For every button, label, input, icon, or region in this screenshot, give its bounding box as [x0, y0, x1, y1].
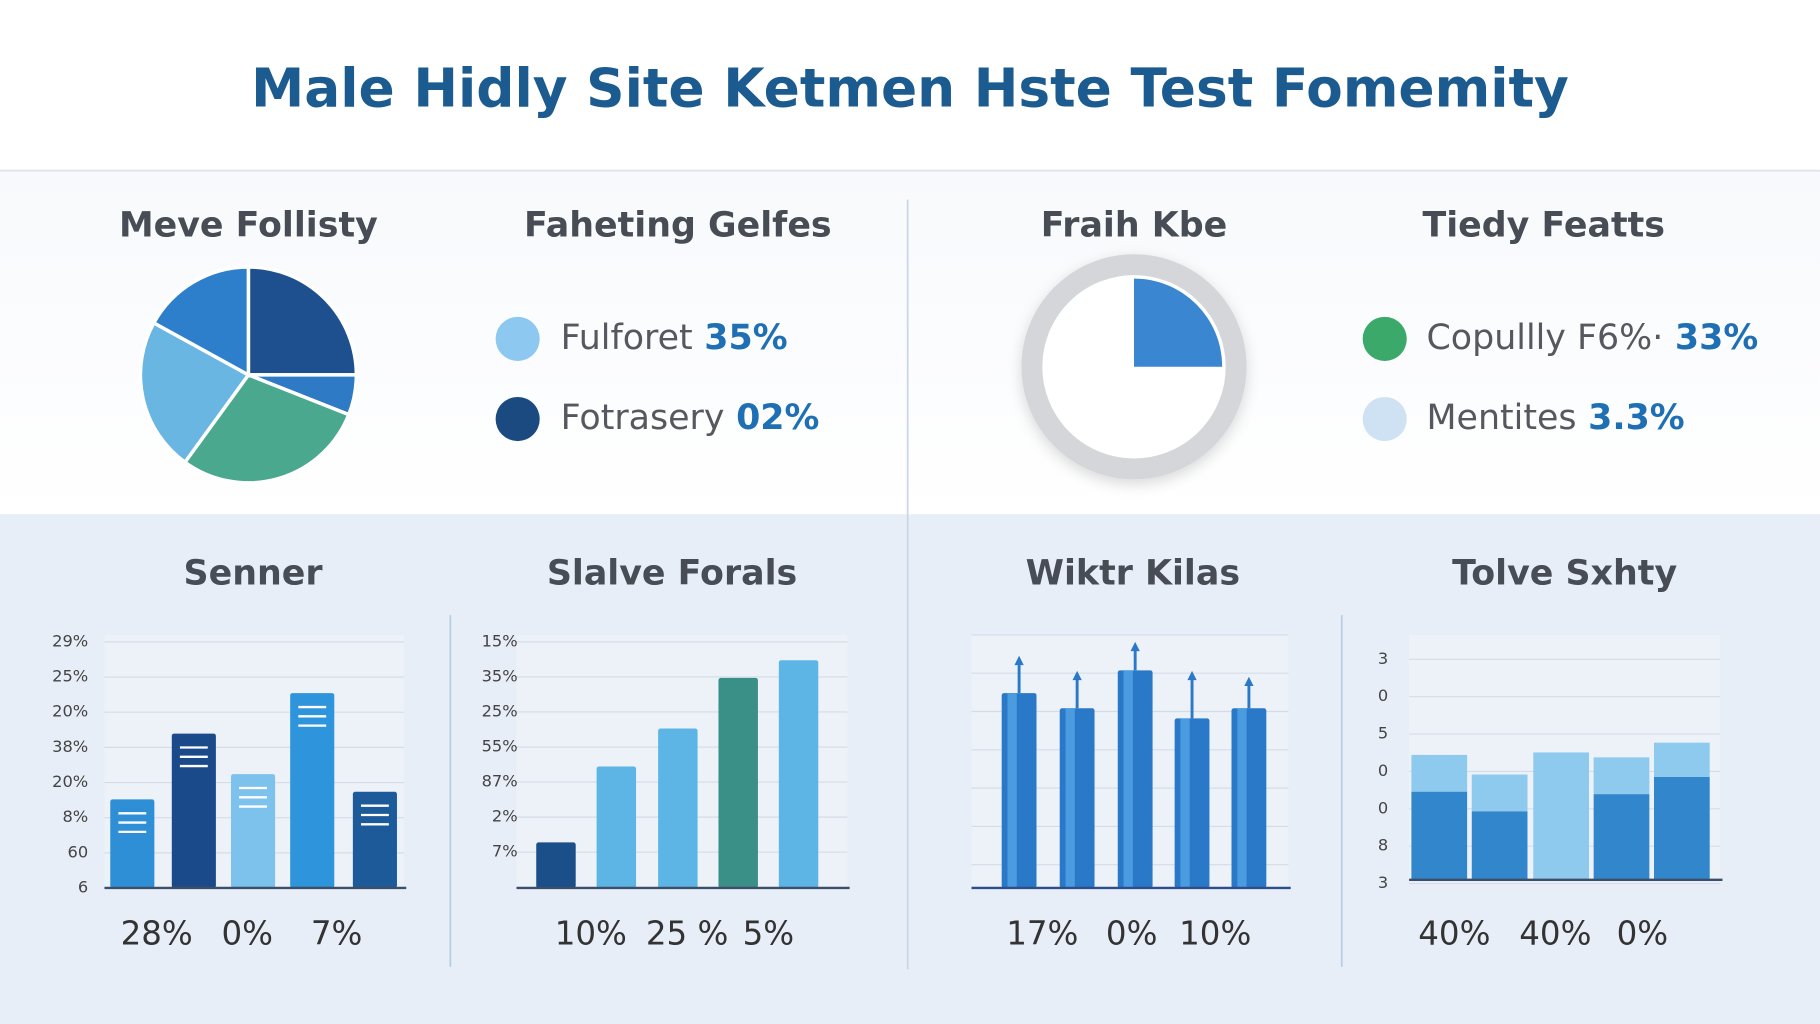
- bar-arrowhead: [1014, 655, 1024, 666]
- bar-segment: [1593, 794, 1650, 880]
- panel-title: Tiedy Featts: [1422, 205, 1665, 245]
- y-axis-label: 38%: [52, 737, 88, 756]
- footer-label: 25 %: [646, 915, 729, 953]
- bar: [171, 733, 216, 888]
- legend-label: Fulforet: [561, 318, 693, 358]
- bar: [290, 693, 335, 888]
- footer-label: 7%: [311, 915, 363, 953]
- y-axis-label: 60: [68, 842, 89, 861]
- y-axis-label: 20%: [52, 702, 88, 721]
- bar: [718, 677, 758, 888]
- legend-dot: [1362, 396, 1407, 442]
- pie-slice: [138, 320, 251, 465]
- bar: [658, 728, 698, 888]
- panel-title: Faheting Gelfes: [524, 205, 832, 245]
- y-axis-label: 15%: [482, 631, 518, 650]
- y-axis-label: 8%: [62, 807, 88, 826]
- y-axis-label: 35%: [482, 666, 518, 685]
- footer-label: 10%: [555, 915, 627, 953]
- bar: [1059, 708, 1095, 888]
- bar-segment: [1411, 791, 1468, 880]
- y-axis-label: 3: [1378, 649, 1388, 668]
- bar-segment: [1533, 752, 1589, 880]
- legend-value: 02%: [736, 398, 819, 438]
- legend-label: Fotrasery: [561, 398, 725, 438]
- footer-label: 40%: [1519, 915, 1591, 953]
- footer-label: 40%: [1418, 915, 1490, 953]
- legend-value: 3.3%: [1588, 398, 1685, 438]
- bar-highlight: [1065, 708, 1075, 888]
- legend-label: Mentites: [1427, 398, 1577, 438]
- panel-title: Meve Follisty: [119, 205, 378, 245]
- y-axis-label: 20%: [52, 772, 88, 791]
- footer-label: 0%: [1106, 915, 1158, 953]
- footer-label: 0%: [1617, 915, 1669, 953]
- y-axis-label: 5: [1378, 724, 1388, 743]
- bar: [1117, 670, 1153, 888]
- pie-slice: [182, 372, 352, 485]
- bar-segment: [1471, 811, 1528, 880]
- legend-label: Copullly F6%·: [1427, 318, 1664, 358]
- bar-highlight: [1123, 670, 1133, 888]
- panel-title: Tolve Sxhty: [1452, 554, 1677, 594]
- donut-wedge: [1134, 278, 1223, 367]
- bar: [596, 766, 637, 888]
- legend-value: 33%: [1675, 318, 1758, 358]
- y-axis-label: 25%: [52, 667, 88, 686]
- bar: [1001, 693, 1037, 888]
- legend-dot: [1362, 316, 1407, 361]
- y-axis-label: 55%: [482, 737, 518, 756]
- footer-label: 0%: [221, 915, 273, 953]
- bar-highlight: [1007, 693, 1017, 888]
- bar-arrowhead: [1072, 670, 1082, 681]
- bar: [536, 842, 576, 888]
- y-axis-label: 0: [1378, 761, 1388, 780]
- y-axis-label: 87%: [482, 772, 518, 791]
- bar-highlight: [1237, 708, 1247, 888]
- bar-segment: [1411, 754, 1468, 792]
- y-axis-label: 2%: [492, 807, 518, 826]
- bar: [1231, 708, 1267, 888]
- bar-segment: [1593, 757, 1650, 795]
- y-axis-label: 3: [1378, 873, 1388, 892]
- pie-slice: [246, 265, 359, 377]
- bar: [230, 774, 276, 888]
- bar-arrowhead: [1187, 670, 1197, 681]
- bar-segment: [1653, 776, 1710, 880]
- legend-dot: [495, 396, 540, 442]
- pie-slice: [151, 265, 251, 378]
- y-axis-label: 7%: [492, 842, 518, 861]
- legend-dot: [495, 316, 540, 361]
- bar: [778, 660, 819, 888]
- page-title: Male Hidly Site Ketmen Hste Test Fomemit…: [251, 56, 1569, 119]
- footer-label: 28%: [121, 915, 193, 953]
- panel-title: Slalve Forals: [547, 554, 797, 594]
- footer-label: 5%: [743, 915, 795, 953]
- bar-segment: [1471, 774, 1528, 812]
- panel-title: Senner: [184, 554, 324, 594]
- y-axis-label: 8: [1378, 836, 1388, 855]
- y-axis-label: 25%: [482, 701, 518, 720]
- panel-title: Fraih Kbe: [1041, 205, 1228, 245]
- panel-title: Wiktr Kilas: [1026, 554, 1240, 594]
- y-axis-label: 6: [78, 878, 88, 897]
- footer-label: 17%: [1006, 915, 1078, 953]
- bar: [1174, 718, 1210, 888]
- y-axis-label: 0: [1378, 686, 1388, 705]
- footer-label: 10%: [1179, 915, 1251, 953]
- bar-arrowhead: [1130, 641, 1140, 652]
- bar-segment: [1653, 742, 1710, 777]
- y-axis-label: 0: [1378, 798, 1388, 817]
- bar-highlight: [1180, 718, 1190, 888]
- legend-value: 35%: [704, 318, 787, 358]
- bar-arrowhead: [1244, 676, 1254, 686]
- y-axis-label: 29%: [52, 631, 88, 650]
- header-bg: [0, 0, 1820, 171]
